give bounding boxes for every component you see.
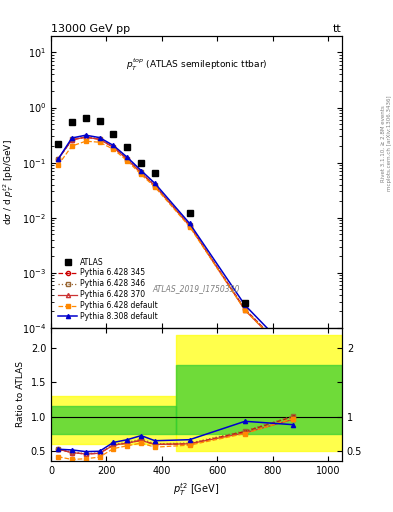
Pythia 6.428 346	[152, 182, 157, 188]
ATLAS	[125, 144, 130, 151]
ATLAS	[242, 300, 247, 306]
ATLAS	[83, 115, 88, 121]
Text: $p_T^{top}$ (ATLAS semileptonic ttbar): $p_T^{top}$ (ATLAS semileptonic ttbar)	[126, 56, 267, 73]
Pythia 8.308 default	[125, 154, 130, 160]
Pythia 6.428 346	[139, 169, 143, 175]
Pythia 6.428 default	[83, 138, 88, 144]
Pythia 6.428 345	[111, 144, 116, 151]
Pythia 6.428 346	[97, 136, 102, 142]
Pythia 6.428 default	[111, 146, 116, 153]
Pythia 6.428 default	[70, 143, 74, 149]
Pythia 6.428 346	[111, 143, 116, 150]
Pythia 6.428 default	[125, 158, 130, 164]
Pythia 6.428 370	[111, 144, 116, 151]
Pythia 6.428 346	[83, 134, 88, 140]
Pythia 6.428 346	[70, 136, 74, 142]
Pythia 8.308 default	[242, 302, 247, 308]
Line: Pythia 6.428 default: Pythia 6.428 default	[56, 139, 296, 361]
Line: Pythia 6.428 345: Pythia 6.428 345	[56, 135, 296, 360]
Pythia 6.428 345	[187, 223, 192, 229]
Pythia 6.428 default	[242, 307, 247, 313]
Text: ATLAS_2019_I1750330: ATLAS_2019_I1750330	[153, 284, 240, 293]
Pythia 8.308 default	[97, 135, 102, 141]
Pythia 8.308 default	[152, 180, 157, 186]
Pythia 6.428 346	[125, 156, 130, 162]
Pythia 6.428 345	[152, 183, 157, 189]
Line: Pythia 6.428 346: Pythia 6.428 346	[56, 135, 296, 360]
Line: Pythia 8.308 default: Pythia 8.308 default	[56, 133, 296, 357]
Pythia 6.428 370	[83, 134, 88, 140]
Pythia 8.308 default	[56, 156, 61, 162]
Pythia 8.308 default	[70, 135, 74, 141]
Pythia 6.428 default	[97, 139, 102, 145]
Pythia 6.428 345	[125, 156, 130, 162]
Pythia 6.428 370	[56, 156, 61, 162]
Text: Rivet 3.1.10, ≥ 2.8M events: Rivet 3.1.10, ≥ 2.8M events	[381, 105, 386, 182]
Pythia 6.428 346	[242, 306, 247, 312]
Pythia 6.428 370	[242, 307, 247, 313]
Text: tt: tt	[333, 24, 342, 34]
Pythia 6.428 370	[139, 170, 143, 176]
Pythia 6.428 345	[56, 156, 61, 162]
Line: ATLAS: ATLAS	[55, 115, 296, 364]
Pythia 6.428 345	[83, 134, 88, 140]
Y-axis label: Ratio to ATLAS: Ratio to ATLAS	[16, 361, 25, 428]
Pythia 6.428 370	[291, 356, 296, 362]
Pythia 6.428 346	[291, 355, 296, 361]
Pythia 6.428 345	[242, 306, 247, 312]
Pythia 6.428 default	[187, 224, 192, 230]
Text: mcplots.cern.ch [arXiv:1306.3436]: mcplots.cern.ch [arXiv:1306.3436]	[387, 96, 391, 191]
Y-axis label: d$\sigma$ / d $p_T^{t2}$ [pb/GeV]: d$\sigma$ / d $p_T^{t2}$ [pb/GeV]	[2, 139, 17, 225]
Legend: ATLAS, Pythia 6.428 345, Pythia 6.428 346, Pythia 6.428 370, Pythia 6.428 defaul: ATLAS, Pythia 6.428 345, Pythia 6.428 34…	[55, 254, 161, 324]
ATLAS	[152, 170, 157, 176]
Pythia 6.428 370	[70, 137, 74, 143]
Pythia 6.428 346	[187, 222, 192, 228]
Pythia 8.308 default	[83, 132, 88, 138]
Pythia 6.428 345	[97, 136, 102, 142]
ATLAS	[70, 119, 74, 125]
Line: Pythia 6.428 370: Pythia 6.428 370	[56, 135, 296, 361]
Pythia 6.428 370	[97, 136, 102, 142]
Pythia 8.308 default	[139, 167, 143, 174]
Pythia 8.308 default	[187, 220, 192, 226]
Pythia 6.428 346	[56, 156, 61, 162]
Text: 13000 GeV pp: 13000 GeV pp	[51, 24, 130, 34]
X-axis label: $p_T^{t2}$ [GeV]: $p_T^{t2}$ [GeV]	[173, 481, 220, 498]
Pythia 6.428 default	[152, 184, 157, 190]
Pythia 6.428 345	[291, 355, 296, 361]
Pythia 6.428 370	[152, 183, 157, 189]
Pythia 6.428 370	[187, 223, 192, 229]
ATLAS	[291, 358, 296, 364]
ATLAS	[56, 141, 61, 147]
ATLAS	[187, 210, 192, 217]
Pythia 6.428 default	[291, 356, 296, 362]
Pythia 8.308 default	[111, 142, 116, 148]
Pythia 6.428 345	[70, 137, 74, 143]
ATLAS	[97, 118, 102, 124]
ATLAS	[111, 131, 116, 137]
Pythia 6.428 default	[56, 162, 61, 168]
Pythia 8.308 default	[291, 352, 296, 358]
Pythia 6.428 default	[139, 172, 143, 178]
Pythia 6.428 370	[125, 156, 130, 162]
ATLAS	[139, 160, 143, 166]
Pythia 6.428 345	[139, 170, 143, 176]
